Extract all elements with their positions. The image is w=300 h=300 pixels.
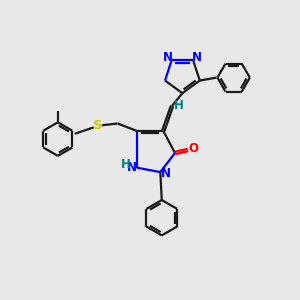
Text: N: N (160, 167, 171, 180)
Text: O: O (188, 142, 198, 155)
Text: N: N (192, 51, 202, 64)
Text: N: N (163, 51, 172, 64)
Text: N: N (127, 161, 136, 174)
Text: H: H (174, 99, 184, 112)
Text: S: S (93, 119, 102, 132)
Text: H: H (121, 158, 130, 171)
